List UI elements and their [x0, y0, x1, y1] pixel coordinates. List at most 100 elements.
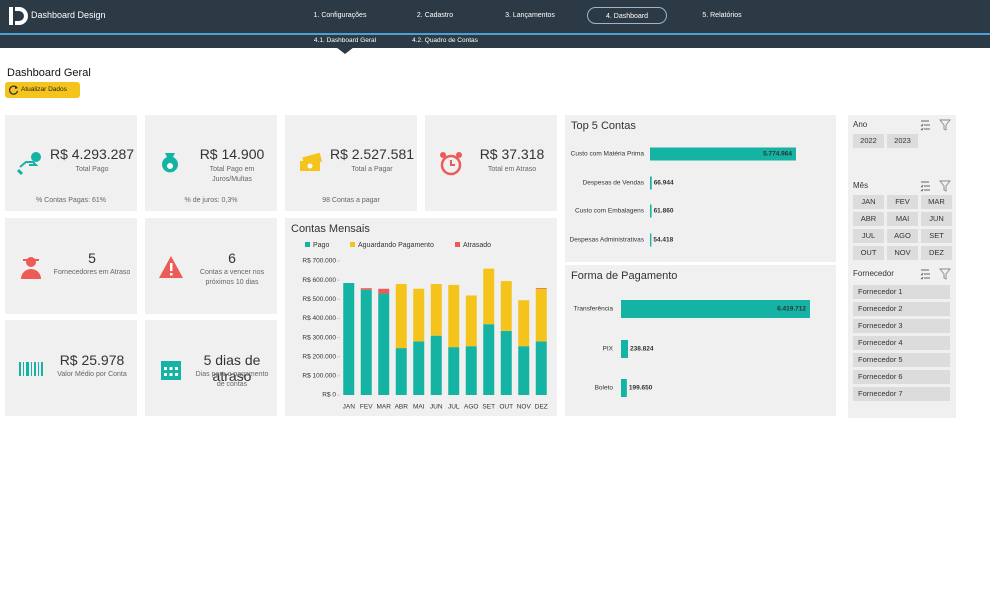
kpi-card: R$ 2.527.581 Total a Pagar 98 Contas a pag… [285, 115, 417, 211]
kpi-label: Dias para o pagamento de contas [195, 371, 269, 389]
nav-tab[interactable]: 4. Dashboard [587, 7, 667, 24]
filter-option[interactable]: MAR [921, 195, 952, 209]
bar-segment [483, 268, 495, 325]
x-tick-label: OUT [499, 404, 513, 411]
filter-icon[interactable] [920, 119, 952, 131]
category-label: Custo com Matéria Prima [571, 151, 645, 158]
kpi-icon [17, 253, 45, 286]
filter-title: Mês [853, 181, 869, 190]
bar-segment [465, 295, 477, 347]
kpi-note: % de juros: 0,3% [184, 197, 238, 204]
filter-option[interactable]: Fornecedor 2 [853, 302, 950, 316]
kpi-label: Total Pago em Juros/Multas [209, 166, 255, 184]
bar [621, 379, 627, 397]
filter-option[interactable]: DEZ [921, 246, 952, 260]
icon [16, 152, 41, 176]
kpi-card: R$ 14.900 Total Pago em Juros/Multas % de … [145, 115, 277, 211]
kpi-icon [157, 149, 185, 182]
bar-segment [395, 283, 407, 349]
kpi-icon [157, 355, 185, 388]
filter-title: Fornecedor [853, 269, 894, 278]
kpi-value: 5 dias de atraso [203, 352, 261, 384]
nav-tab[interactable]: 3. Lançamentos [505, 12, 555, 19]
top-bar: Dashboard Design 1. Configurações 2. Cada… [0, 0, 990, 33]
x-tick-label: NOV [517, 404, 532, 411]
bar-segment [395, 348, 407, 395]
filter-option[interactable]: Fornecedor 5 [853, 353, 950, 367]
filter-title: Ano [853, 120, 868, 129]
value-label: 199.650 [629, 385, 653, 392]
chart-panel [565, 265, 836, 416]
y-tick-label: R$ 400.000 [302, 315, 336, 322]
filter-option[interactable]: MAI [887, 212, 918, 226]
value-label: 54.418 [653, 237, 673, 244]
nav-tab[interactable]: 2. Cadastro [416, 12, 454, 19]
kpi-label: Total em Atraso [487, 166, 537, 173]
y-tick-label: R$ 700.000 [302, 258, 336, 265]
filter-option[interactable]: ABR [853, 212, 884, 226]
filter-icon[interactable] [920, 180, 952, 192]
category-label: Despesas de Vendas [583, 180, 645, 187]
kpi-card: 6 Contas a vencer nos próximos 10 dias [145, 218, 277, 314]
nav-tab[interactable]: 1. Configurações [313, 12, 367, 19]
category-label: Custo com Embalagens [575, 208, 645, 215]
y-tick-label: R$ 200.000 [302, 353, 336, 360]
bar [621, 340, 629, 358]
filter-option[interactable]: Fornecedor 4 [853, 336, 950, 350]
legend-swatch [455, 242, 460, 247]
page-title: Dashboard Geral [7, 67, 91, 79]
icon [161, 361, 181, 380]
icon [159, 256, 183, 278]
y-tick-label: R$ 300.000 [302, 334, 336, 341]
filter-option[interactable]: SET [921, 229, 952, 243]
filter-option[interactable]: Fornecedor 7 [853, 387, 950, 401]
kpi-value: 5 [88, 250, 96, 266]
sub-bar: 4.1. Dashboard Geral 4.2. Quadro de Conta… [0, 35, 990, 48]
filter-option[interactable]: JUN [921, 212, 952, 226]
bar-segment [500, 330, 512, 395]
icon [440, 152, 462, 176]
filter-icons [920, 179, 952, 197]
value-label: 66.944 [654, 180, 674, 187]
kpi-note: % Contas Pagas: 61% [35, 197, 107, 204]
bar-segment [535, 288, 547, 342]
filter-option[interactable]: NOV [887, 246, 918, 260]
bar-segment [413, 288, 425, 342]
chart-title: Contas Mensais [291, 223, 370, 235]
sub-tab[interactable]: 4.1. Dashboard Geral [313, 37, 377, 44]
filter-option[interactable]: Fornecedor 1 [853, 285, 950, 299]
bar-segment [518, 346, 530, 395]
kpi-icon [17, 355, 45, 388]
filter-option[interactable]: 2023 [887, 134, 918, 148]
filter-option[interactable]: Fornecedor 3 [853, 319, 950, 333]
x-tick-label: FEV [360, 404, 373, 411]
value-label: 61.860 [654, 208, 674, 215]
filter-option[interactable]: JAN [853, 195, 884, 209]
refresh-button[interactable]: Atualizar Dados [5, 82, 80, 98]
nav-tab[interactable]: 5. Relatórios [702, 12, 742, 19]
refresh-label: Atualizar Dados [21, 86, 67, 93]
filter-option[interactable]: FEV [887, 195, 918, 209]
filter-option[interactable]: AGO [887, 229, 918, 243]
filter-option[interactable]: 2022 [853, 134, 884, 148]
kpi-value: 6 [228, 250, 236, 266]
bar-segment [518, 300, 530, 347]
filter-option[interactable]: Fornecedor 6 [853, 370, 950, 384]
filter-icons [920, 118, 952, 136]
bar-segment [378, 288, 390, 294]
filter-option[interactable]: OUT [853, 246, 884, 260]
kpi-card: 5 dias de atraso Dias para o pagamento de… [145, 320, 277, 416]
y-tick-label: R$ 500.000 [302, 296, 336, 303]
legend-swatch [305, 242, 310, 247]
filter-icon[interactable] [920, 268, 952, 280]
kpi-label: Valor Médio por Conta [57, 371, 127, 378]
kpi-icon [297, 149, 325, 182]
bar-segment [535, 287, 547, 289]
sub-tab[interactable]: 4.2. Quadro de Contas [412, 37, 478, 44]
category-label: PIX [603, 346, 614, 353]
value-label: 5.774.964 [763, 151, 792, 158]
legend-label: Atrasado [463, 242, 491, 249]
bar-segment [500, 281, 512, 331]
filter-option[interactable]: JUL [853, 229, 884, 243]
